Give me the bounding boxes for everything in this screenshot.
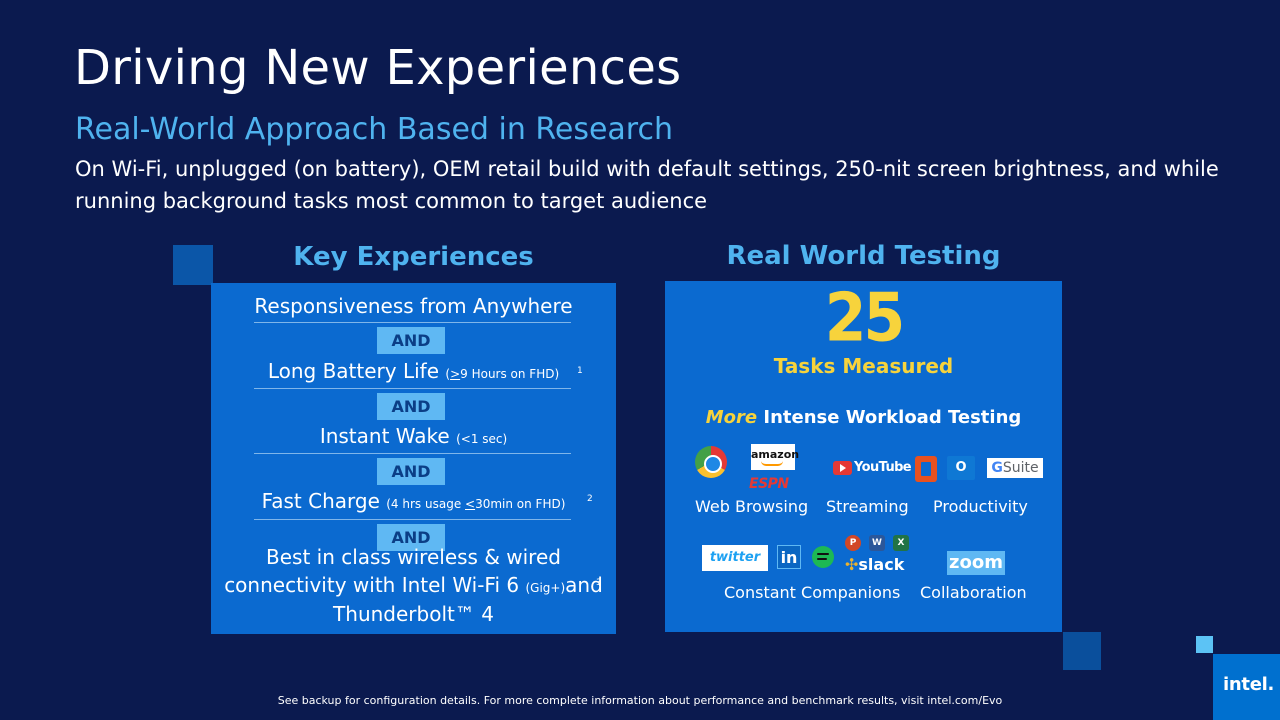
experience-connectivity-line1: Best in class wireless & wired bbox=[266, 545, 561, 569]
workload-testing-label: More Intense Workload Testing bbox=[705, 407, 1022, 428]
tasks-count: 25 bbox=[824, 278, 906, 358]
intel-logo: intel. bbox=[1213, 654, 1280, 720]
category-label-productivity: Productivity bbox=[933, 497, 1028, 516]
and-badge: AND bbox=[377, 393, 445, 420]
experience-label: Instant Wake bbox=[319, 424, 450, 448]
linkedin-icon: in bbox=[777, 545, 801, 569]
experience-detail: (<1 sec) bbox=[456, 432, 508, 446]
workload-emphasis: More bbox=[705, 407, 758, 428]
experience-detail: (>9 Hours on FHD) bbox=[445, 367, 560, 381]
category-label-constant-companions: Constant Companions bbox=[724, 583, 901, 602]
outlook-icon: O bbox=[947, 456, 975, 480]
tasks-measured-label: Tasks Measured bbox=[773, 354, 954, 378]
word-icon: W bbox=[869, 535, 885, 551]
footnote-marker: 1 bbox=[577, 366, 583, 376]
real-world-testing-panel: 25 Tasks Measured More Intense Workload … bbox=[665, 278, 1062, 632]
footer-note: See backup for configuration details. Fo… bbox=[277, 694, 1003, 707]
slide-title: Driving New Experiences bbox=[74, 40, 682, 96]
experience-label: Fast Charge bbox=[261, 489, 380, 513]
experience-instant-wake: Instant Wake (<1 sec) bbox=[211, 424, 616, 448]
category-label-collaboration: Collaboration bbox=[920, 583, 1027, 602]
footnote-marker: 2 bbox=[587, 494, 593, 504]
experience-detail: (4 hrs usage <30min on FHD) bbox=[386, 497, 566, 511]
spotify-icon bbox=[812, 546, 834, 568]
experience-connectivity-line3: Thunderbolt™ 4 bbox=[333, 602, 494, 626]
experience-label: Responsiveness from Anywhere bbox=[254, 294, 573, 318]
experience-connectivity-line2: connectivity with Intel Wi-Fi 6 (Gig+)an… bbox=[224, 573, 603, 597]
key-experiences-heading: Key Experiences bbox=[293, 242, 534, 272]
and-badge: AND bbox=[377, 327, 445, 354]
office-icon bbox=[915, 456, 937, 482]
separator-line bbox=[254, 519, 571, 520]
separator-line bbox=[254, 453, 571, 454]
experience-responsiveness: Responsiveness from Anywhere bbox=[211, 294, 616, 318]
key-experiences-panel: Responsiveness from Anywhere AND Long Ba… bbox=[211, 283, 616, 634]
category-label-streaming: Streaming bbox=[826, 497, 909, 516]
amazon-logo: amazon bbox=[751, 444, 799, 470]
experience-fast-charge: Fast Charge (4 hrs usage <30min on FHD) bbox=[211, 489, 616, 513]
and-badge: AND bbox=[377, 524, 445, 551]
footnote-marker: 3 bbox=[596, 578, 602, 588]
slack-hash-icon: ✣ bbox=[845, 555, 859, 574]
and-badge: AND bbox=[377, 458, 445, 485]
experience-battery-life: Long Battery Life (>9 Hours on FHD) bbox=[211, 359, 616, 383]
espn-logo: ESPN bbox=[749, 476, 789, 492]
zoom-logo: zoom bbox=[947, 551, 1005, 575]
slack-logo: ✣slack bbox=[845, 555, 905, 574]
separator-line bbox=[254, 388, 571, 389]
chrome-icon bbox=[695, 446, 727, 478]
powerpoint-icon: P bbox=[845, 535, 861, 551]
excel-icon: X bbox=[893, 535, 909, 551]
slide-subtitle: Real-World Approach Based in Research bbox=[75, 112, 673, 147]
play-icon bbox=[833, 460, 852, 475]
slide-description: On Wi-Fi, unplugged (on battery), OEM re… bbox=[75, 157, 1219, 213]
separator-line bbox=[254, 322, 571, 323]
youtube-logo: YouTube bbox=[833, 460, 912, 475]
decorative-square bbox=[1196, 636, 1213, 653]
decorative-square bbox=[173, 245, 213, 285]
real-world-testing-heading: Real World Testing bbox=[726, 241, 1001, 271]
twitter-logo: twitter bbox=[702, 545, 768, 571]
category-label-web-browsing: Web Browsing bbox=[695, 497, 809, 516]
decorative-square bbox=[1063, 632, 1101, 670]
gsuite-logo: GSuite bbox=[987, 458, 1043, 478]
experience-label: Long Battery Life bbox=[267, 359, 440, 383]
